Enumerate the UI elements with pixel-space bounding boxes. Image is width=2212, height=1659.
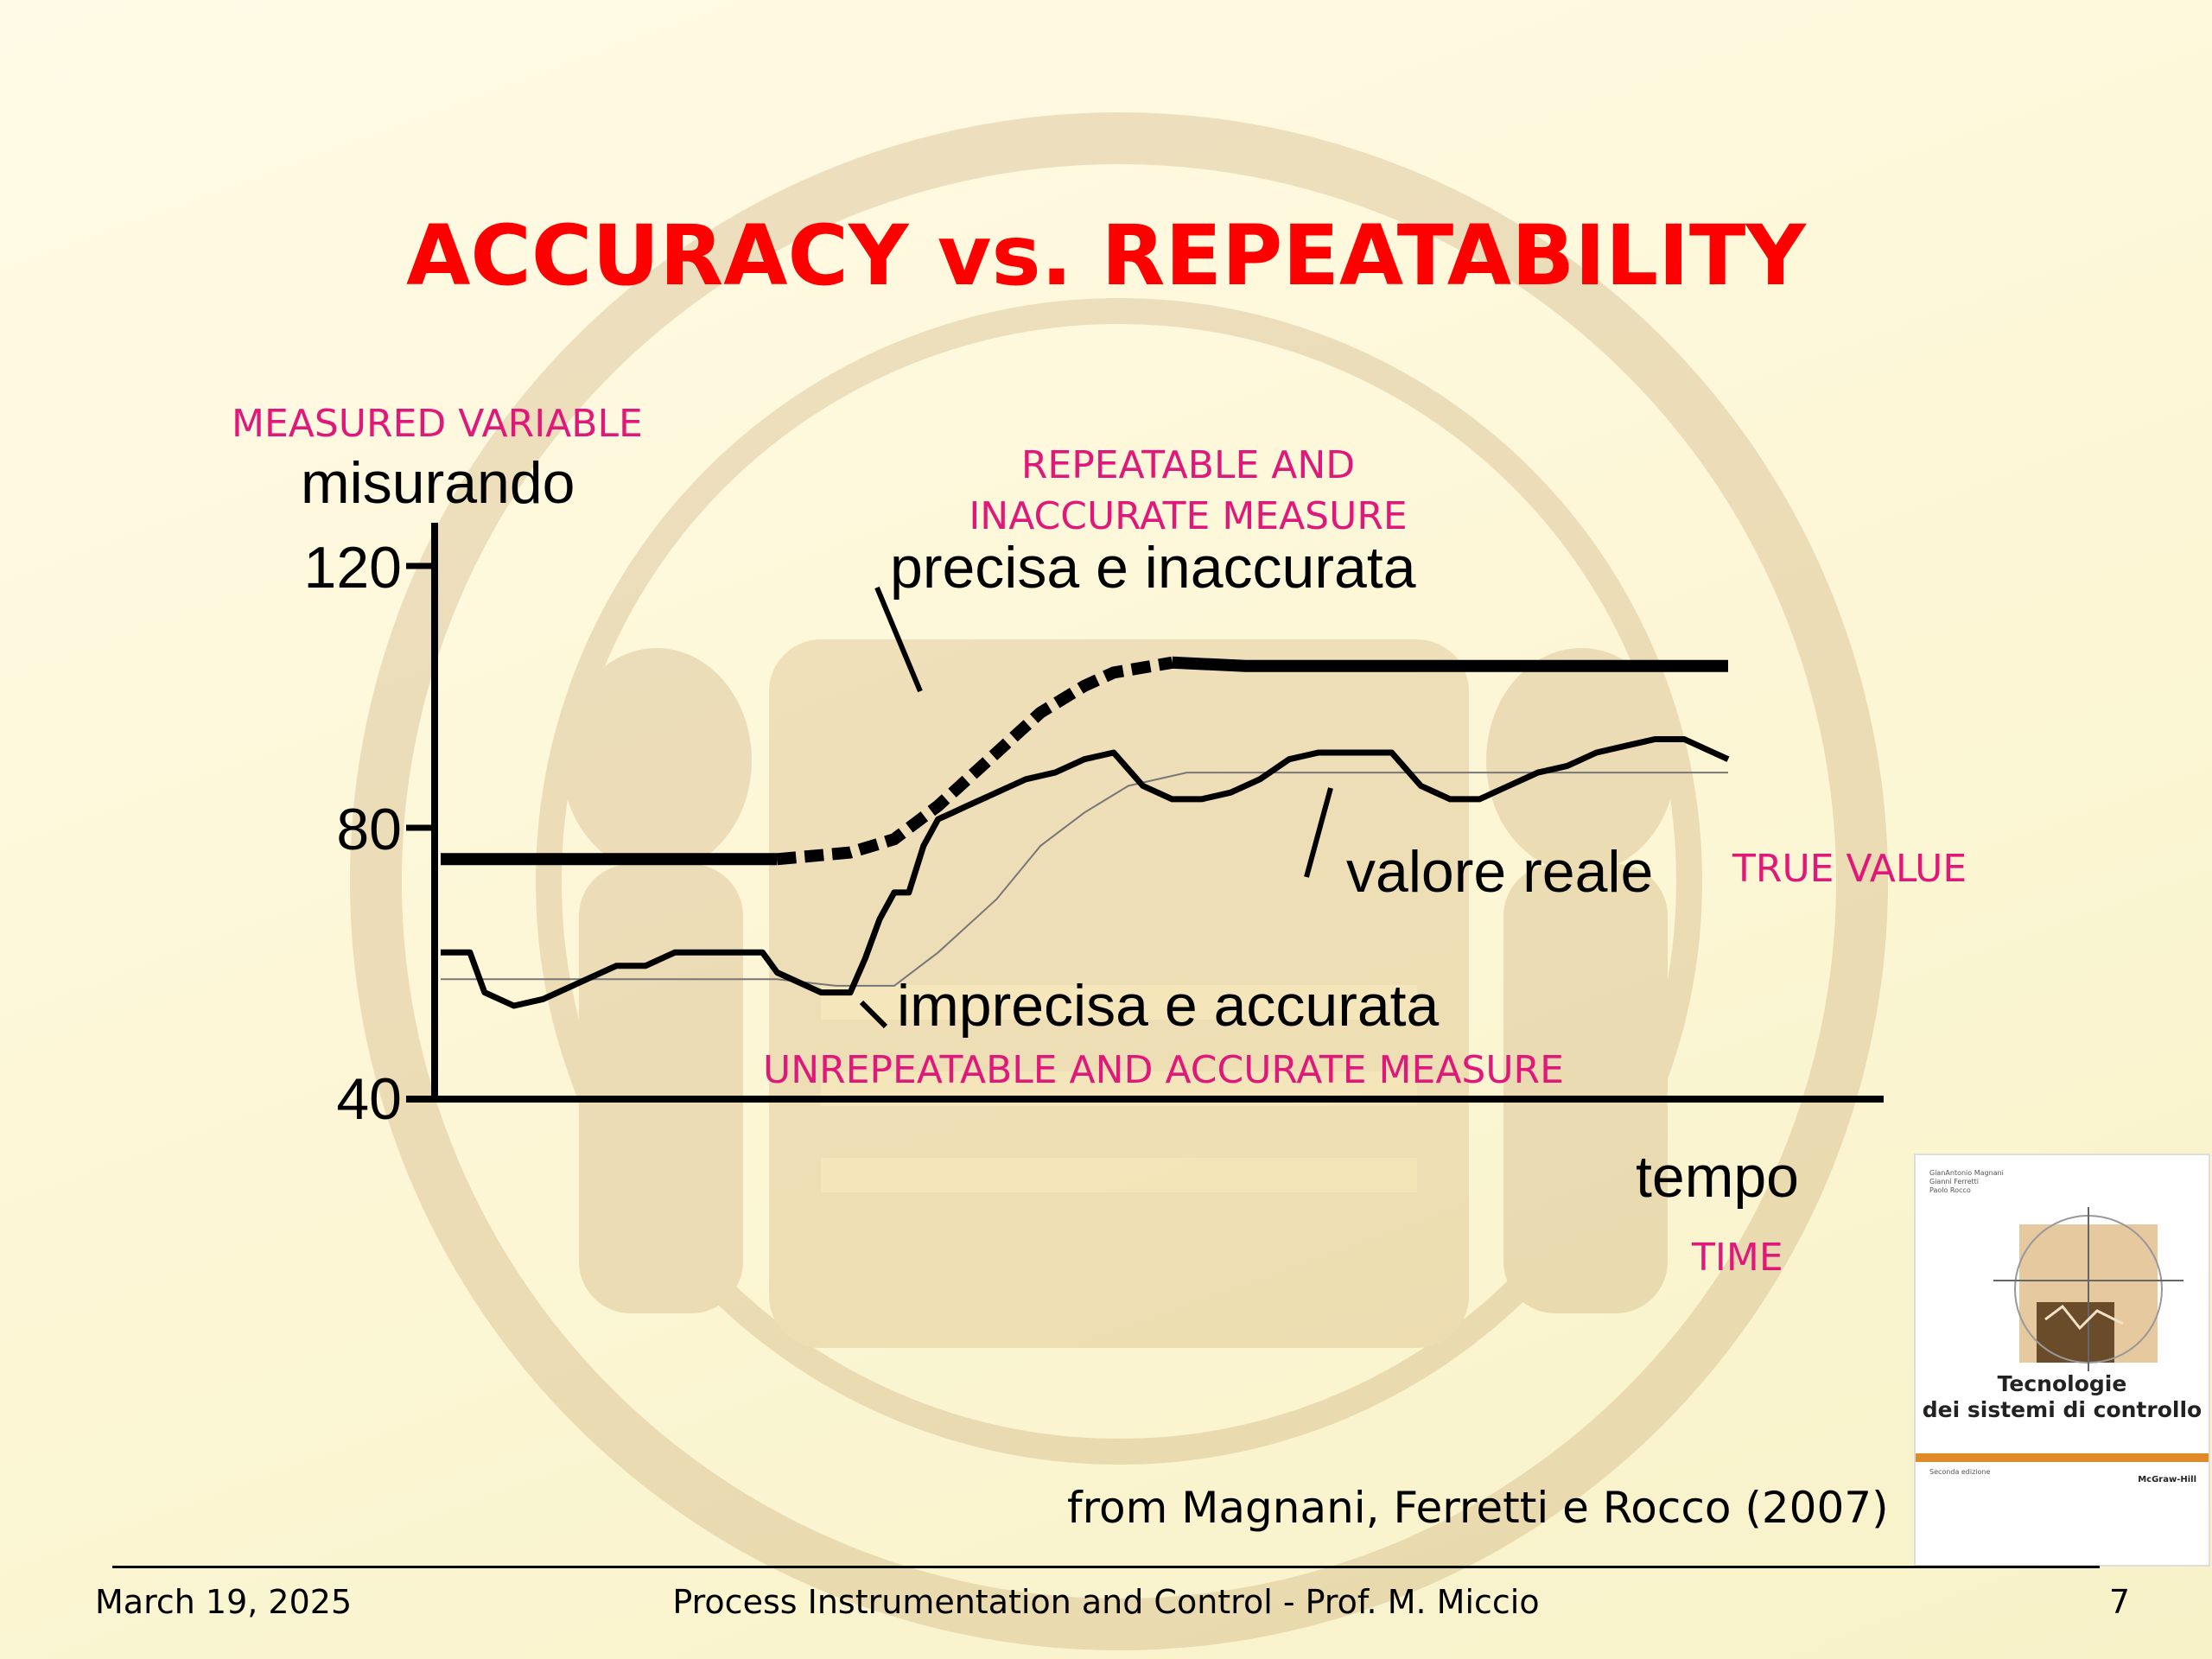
- series-label-precise: precisa e inaccurata: [890, 535, 1416, 601]
- series-label-imprecise: imprecisa e accurata: [897, 973, 1440, 1039]
- book-cover-graphic: [1993, 1207, 2183, 1371]
- annotation-repeatable-en-line2: INACCURATE MEASURE: [969, 494, 1407, 538]
- y-tick-label-120: 120: [304, 535, 402, 601]
- book-authors: GianAntonio Magnani Gianni Ferretti Paol…: [1929, 1169, 2004, 1195]
- y-tick-label-40: 40: [336, 1066, 402, 1132]
- footer-divider: [112, 1566, 2100, 1568]
- y-tick-label-80: 80: [336, 797, 402, 862]
- y-axis-label: misurando: [301, 450, 575, 516]
- series-label-true-value: valore reale: [1346, 839, 1653, 905]
- leader-line-true-value: [1304, 787, 1333, 878]
- footer-course: Process Instrumentation and Control - Pr…: [672, 1583, 1540, 1621]
- slide-title: ACCURACY vs. REPEATABILITY: [406, 207, 1806, 304]
- book-author: Paolo Rocco: [1929, 1186, 1971, 1194]
- series-line-precise-inaccurate-dashed: [776, 656, 1173, 866]
- book-author: Gianni Ferretti: [1929, 1178, 1979, 1185]
- annotation-repeatable-en-line1: REPEATABLE AND: [1021, 443, 1355, 487]
- series-label-true-value-en: TRUE VALUE: [1732, 847, 1967, 891]
- book-cover-image: GianAntonio Magnani Gianni Ferretti Paol…: [1914, 1154, 2210, 1567]
- y-axis-label-en: MEASURED VARIABLE: [232, 402, 643, 446]
- book-title: Tecnologie dei sistemi di controllo: [1916, 1371, 2209, 1423]
- footer-page-number: 7: [2108, 1583, 2130, 1621]
- book-author: GianAntonio Magnani: [1929, 1169, 2004, 1177]
- leader-line-imprecise: [859, 1000, 888, 1029]
- book-title-line: dei sistemi di controllo: [1922, 1397, 2202, 1422]
- footer-date: March 19, 2025: [95, 1583, 353, 1621]
- leader-line-precise: [874, 586, 923, 693]
- series-label-imprecise-en: UNREPEATABLE AND ACCURATE MEASURE: [763, 1048, 1564, 1092]
- book-edition: Seconda edizione: [1929, 1468, 1991, 1476]
- source-citation: from Magnani, Ferretti e Rocco (2007): [1067, 1483, 1889, 1533]
- series-line-precise-inaccurate-flat: [1172, 656, 1728, 672]
- x-axis-label: tempo: [1636, 1144, 1799, 1210]
- series-line-imprecise-accurate: [441, 736, 1730, 1009]
- book-title-line: Tecnologie: [1997, 1371, 2127, 1396]
- x-axis-label-en: TIME: [1691, 1236, 1783, 1280]
- book-color-band: [1916, 1453, 2209, 1462]
- book-publisher: McGraw-Hill: [2138, 1475, 2196, 1484]
